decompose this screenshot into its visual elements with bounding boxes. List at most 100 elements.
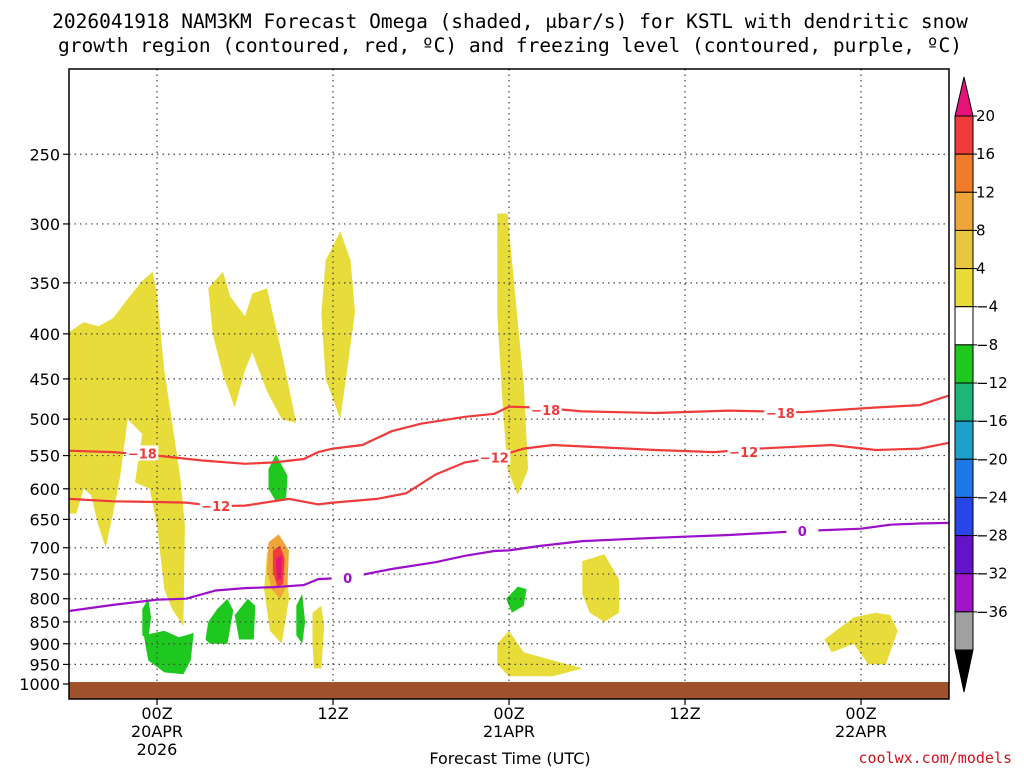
colorbar-segment-1 <box>954 153 974 193</box>
x-tick-label-18: 12Z <box>317 704 348 723</box>
y-tick-label-650: 650 <box>29 510 60 529</box>
colorbar-label-6: −8 <box>976 336 998 354</box>
colorbar-segment-8 <box>954 420 974 460</box>
contour-label-bg--12-1 <box>478 449 511 465</box>
colorbar-label-13: −36 <box>976 603 1008 621</box>
contour-label-bg--18-0 <box>126 445 159 461</box>
colorbar-label-8: −16 <box>976 412 1008 430</box>
colorbar-segment-0 <box>954 115 974 155</box>
contour-label-0-0: 0 <box>343 572 352 587</box>
colorbar-segment-10 <box>954 496 974 537</box>
chart-title-line2: growth region (contoured, red, ºC) and f… <box>58 34 962 57</box>
colorbar-segment-11 <box>954 535 974 575</box>
terrain-fill <box>69 682 949 699</box>
y-tick-label-900: 900 <box>29 635 60 654</box>
colorbar-segment-3 <box>954 229 974 270</box>
omega-region-green-11 <box>143 630 194 675</box>
y-tick-label-600: 600 <box>29 480 60 499</box>
colorbar-bottom-arrow <box>954 649 974 693</box>
colorbar-label-0: 20 <box>976 107 995 125</box>
contour-label--18-0: −18 <box>128 447 157 462</box>
colorbar-segment-7 <box>954 382 974 422</box>
y-tick-label-500: 500 <box>29 410 60 429</box>
x-axis-label: Forecast Time (UTC) <box>429 749 590 768</box>
contour-label--12-2: −12 <box>729 446 758 461</box>
x-tick-label-30: 00Z <box>493 704 524 723</box>
colorbar-segment-13 <box>954 611 974 651</box>
contour-label-bg--12-0 <box>199 498 232 514</box>
colorbar-label-10: −24 <box>976 488 1008 506</box>
colorbar-segment-2 <box>954 191 974 231</box>
y-tick-label-250: 250 <box>29 145 60 164</box>
y-tick-label-700: 700 <box>29 539 60 558</box>
y-tick-label-950: 950 <box>29 655 60 674</box>
colorbar-label-7: −12 <box>976 374 1008 392</box>
omega-region-green-14 <box>506 586 527 613</box>
colorbar-label-1: 16 <box>976 145 995 163</box>
colorbar-label-5: −4 <box>976 298 998 316</box>
contour-label-bg--12-2 <box>727 444 760 460</box>
x-tick-sublabel-30: 21APR <box>483 722 535 741</box>
colorbar-segment-9 <box>954 458 974 498</box>
omega-region-yellow-0 <box>69 271 185 627</box>
x-tick-sublabel-6: 20APR <box>131 722 183 741</box>
omega-region-yellow-5 <box>497 630 583 677</box>
y-tick-label-450: 450 <box>29 370 60 389</box>
colorbar-segment-6 <box>954 344 974 384</box>
omega-region-yellow-6 <box>824 612 898 665</box>
omega-region-yellow-3 <box>497 213 529 496</box>
y-tick-label-550: 550 <box>29 447 60 466</box>
colorbar-label-11: −28 <box>976 527 1008 545</box>
omega-region-green-15 <box>142 598 152 640</box>
omega-region-yellow-2 <box>321 231 355 420</box>
terrain-layer <box>69 682 949 699</box>
contour--18 <box>68 394 950 465</box>
colorbar-label-4: 4 <box>976 260 986 278</box>
colorbar-top-arrow <box>954 76 974 117</box>
omega-region-green-12 <box>234 598 256 640</box>
y-axis-ticks: 250 300 350 400 450 500 550 600 650 700 750 800 850 9… <box>19 145 69 694</box>
credit-text: coolwx.com/models <box>858 749 1012 767</box>
y-tick-label-1000: 1000 <box>19 675 60 694</box>
contour-label-0-1: 0 <box>798 525 807 540</box>
contour-label--12-1: −12 <box>480 452 509 467</box>
contour-label-bg--18-1 <box>529 401 562 417</box>
contour-label-bg--18-2 <box>764 404 797 420</box>
y-tick-label-300: 300 <box>29 215 60 234</box>
colorbar-segment-12 <box>954 573 974 613</box>
omega-region-yellow-8 <box>312 605 325 669</box>
contour-label-bg-0-0 <box>331 570 364 586</box>
omega-region-green-13 <box>296 593 306 644</box>
y-tick-label-850: 850 <box>29 613 60 632</box>
x-tick-year-6: 2026 <box>137 740 178 759</box>
y-tick-label-800: 800 <box>29 590 60 609</box>
y-tick-label-400: 400 <box>29 325 60 344</box>
chart-title-line1: 2026041918 NAM3KM Forecast Omega (shaded… <box>52 10 968 33</box>
omega-region-yellow-1 <box>208 271 297 423</box>
omega-shading <box>69 213 898 677</box>
contour-label--18-1: −18 <box>531 404 560 419</box>
contour-label-bg-0-1 <box>786 522 819 538</box>
x-tick-label-6: 00Z <box>141 704 172 723</box>
omega-region-green-9 <box>268 454 288 502</box>
contour-label--18-2: −18 <box>766 407 795 422</box>
x-tick-label-42: 12Z <box>669 704 700 723</box>
colorbar: 20 16 12 8 4 −4 −8 −12 −16 −20 −24 −28 −32 −36 <box>954 76 1008 693</box>
contour-label--12-0: −12 <box>201 500 230 515</box>
omega-region-yellow-4 <box>582 554 619 622</box>
contour-lines: −18 −18 −18 −12 −12 −12 0 0 <box>68 394 950 613</box>
y-tick-label-350: 350 <box>29 274 60 293</box>
omega-region-green-10 <box>205 598 234 644</box>
y-tick-label-750: 750 <box>29 565 60 584</box>
colorbar-segment-4 <box>954 268 974 308</box>
x-tick-label-54: 00Z <box>845 704 876 723</box>
colorbar-segment-5 <box>954 306 974 346</box>
colorbar-label-2: 12 <box>976 183 995 201</box>
colorbar-label-3: 8 <box>976 221 986 239</box>
omega-region-magenta-18 <box>275 555 282 581</box>
x-tick-sublabel-54: 22APR <box>835 722 887 741</box>
colorbar-label-12: −32 <box>976 565 1008 583</box>
colorbar-label-9: −20 <box>976 450 1008 468</box>
